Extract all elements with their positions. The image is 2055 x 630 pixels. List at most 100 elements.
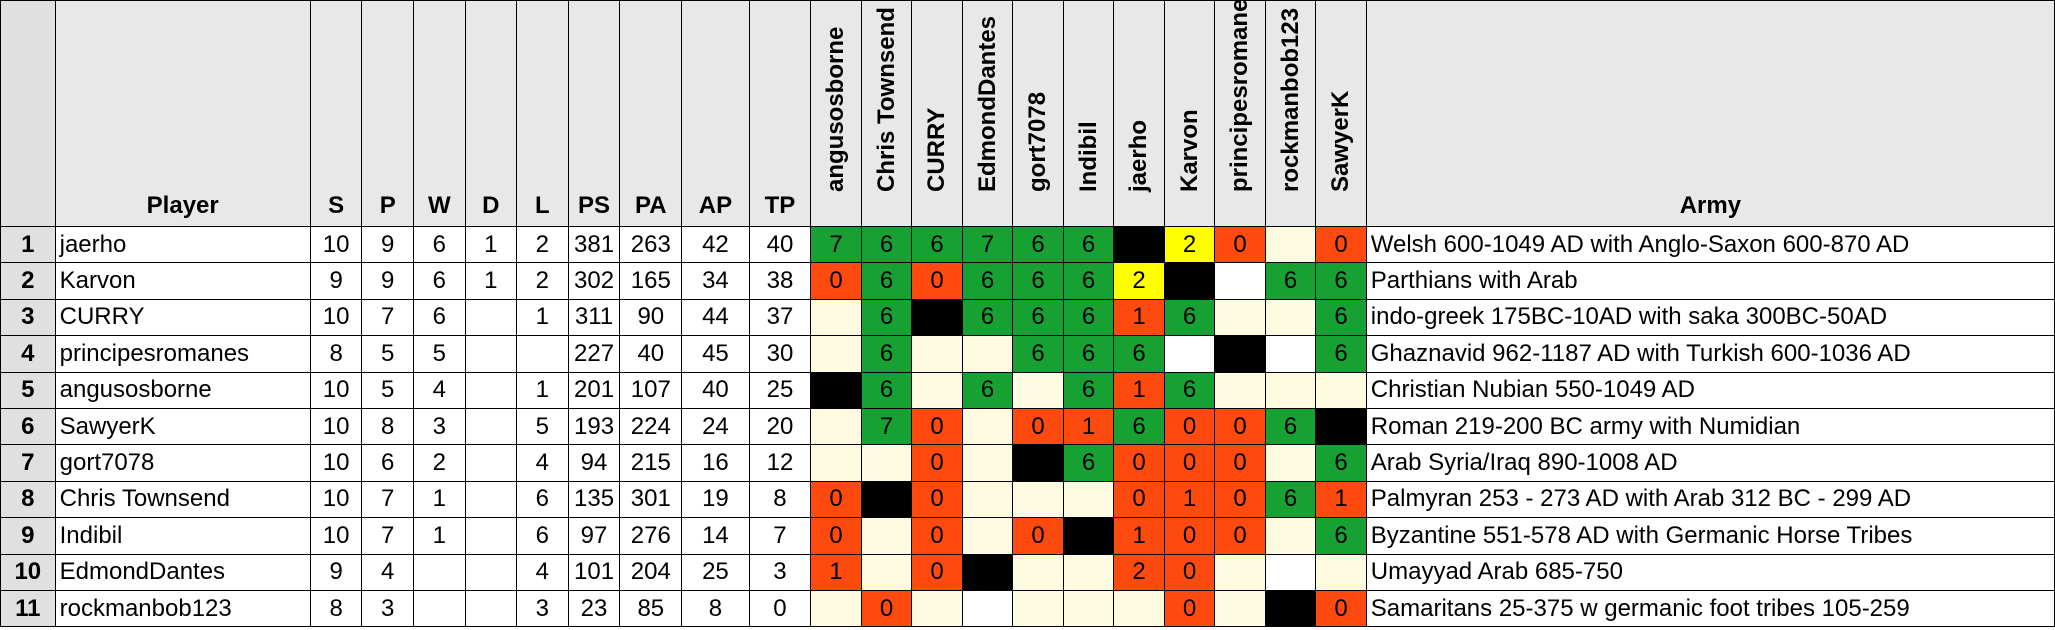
result-cell: 0 <box>810 262 862 300</box>
opponent-header: jaerho <box>1113 0 1165 227</box>
result-cell: 0 <box>1214 444 1266 482</box>
stat-header: PS <box>567 0 621 227</box>
stat-header: S <box>309 0 363 227</box>
stat-cell: 215 <box>619 444 683 482</box>
stat-cell: 10 <box>309 480 363 519</box>
result-cell: 6 <box>1062 444 1115 482</box>
result-cell: 6 <box>1163 298 1216 337</box>
result-cell <box>1214 335 1266 373</box>
army-header: Army <box>1365 0 2055 227</box>
army-cell: Parthians with Arab <box>1365 262 2055 300</box>
result-cell <box>911 371 963 409</box>
player-header: Player <box>54 0 311 227</box>
result-cell <box>1012 589 1064 628</box>
result-cell: 6 <box>1062 298 1115 337</box>
result-cell <box>810 298 862 337</box>
table-row: 5 angusosborne 10 5 4 1 201 107 40 25 6 6 6 1 6 Christi… <box>0 371 2055 409</box>
result-cell: 1 <box>1163 480 1216 519</box>
result-cell <box>1315 553 1367 591</box>
stat-cell: 25 <box>681 553 750 591</box>
table-row: 7 gort7078 10 6 2 4 94 215 16 12 0 6 0 0 0 6 Arab Syria/… <box>0 444 2055 482</box>
player-name: Indibil <box>54 517 311 555</box>
result-cell: 1 <box>1113 371 1165 409</box>
result-cell <box>1062 589 1115 628</box>
stat-cell: 6 <box>516 480 569 519</box>
table-row: 2 Karvon 9 9 6 1 2 302 165 34 38 0 6 0 6 6 6 2 6 6 Parthians… <box>0 262 2055 300</box>
army-cell: Palmyran 253 - 273 AD with Arab 312 BC -… <box>1365 480 2055 519</box>
result-cell: 0 <box>810 517 862 555</box>
result-cell: 0 <box>1214 517 1266 555</box>
result-cell: 6 <box>1315 335 1367 373</box>
result-cell: 6 <box>860 335 913 373</box>
result-cell <box>911 589 963 628</box>
opponent-name: jaerho <box>1125 119 1153 192</box>
result-cell: 0 <box>1315 589 1367 628</box>
stat-cell: 9 <box>309 262 363 300</box>
army-cell: Samaritans 25-375 w germanic foot tribes… <box>1365 589 2055 628</box>
stat-cell: 6 <box>412 225 466 264</box>
result-cell: 6 <box>1264 407 1317 446</box>
stat-cell: 1 <box>412 517 466 555</box>
result-cell: 6 <box>911 225 963 264</box>
opponent-name: angusosborne <box>822 26 850 192</box>
result-cell: 0 <box>1012 407 1064 446</box>
result-cell <box>911 335 963 373</box>
result-cell: 6 <box>860 262 913 300</box>
result-cell <box>1264 553 1317 591</box>
opponent-header: CURRY <box>911 0 963 227</box>
result-cell <box>1163 262 1216 300</box>
result-cell: 7 <box>860 407 913 446</box>
stat-cell <box>464 589 518 628</box>
stat-cell: 4 <box>516 444 569 482</box>
player-name: jaerho <box>54 225 311 264</box>
stat-cell <box>464 517 518 555</box>
stat-cell: 193 <box>567 407 621 446</box>
result-cell <box>961 589 1014 628</box>
stat-cell: 5 <box>516 407 569 446</box>
result-cell: 6 <box>860 225 913 264</box>
result-cell: 0 <box>911 444 963 482</box>
row-number: 9 <box>0 517 56 555</box>
row-number: 5 <box>0 371 56 409</box>
result-cell <box>1264 335 1317 373</box>
stat-cell: 8 <box>361 407 414 446</box>
player-name: principesromanes <box>54 335 311 373</box>
result-cell <box>911 298 963 337</box>
stat-cell: 8 <box>309 335 363 373</box>
result-cell <box>810 589 862 628</box>
stat-cell: 1 <box>516 371 569 409</box>
opponent-name: principesromanes <box>1226 0 1254 193</box>
stat-cell: 42 <box>681 225 750 264</box>
stat-cell: 381 <box>567 225 621 264</box>
stat-cell: 302 <box>567 262 621 300</box>
stat-cell: 90 <box>619 298 683 337</box>
stat-cell: 10 <box>309 225 363 264</box>
stat-header: PA <box>619 0 683 227</box>
stat-cell <box>412 589 466 628</box>
result-cell <box>810 407 862 446</box>
result-cell <box>1264 298 1317 337</box>
stat-cell <box>464 371 518 409</box>
stat-cell: 0 <box>748 589 812 628</box>
stat-cell: 30 <box>748 335 812 373</box>
result-cell <box>1264 517 1317 555</box>
corner-cell <box>0 0 56 227</box>
result-cell <box>961 407 1014 446</box>
table-row: 8 Chris Townsend 10 7 1 6 135 301 19 8 0 0 0 1 0 6 1 Palm… <box>0 480 2055 519</box>
result-cell <box>961 517 1014 555</box>
result-cell: 0 <box>1163 407 1216 446</box>
stat-header: D <box>464 0 518 227</box>
stat-cell: 45 <box>681 335 750 373</box>
player-name: Karvon <box>54 262 311 300</box>
stat-cell: 6 <box>412 262 466 300</box>
stat-cell: 5 <box>412 335 466 373</box>
stat-header: W <box>412 0 466 227</box>
stat-cell: 40 <box>748 225 812 264</box>
row-number: 8 <box>0 480 56 519</box>
row-number: 1 <box>0 225 56 264</box>
stat-cell: 12 <box>748 444 812 482</box>
army-cell: Welsh 600-1049 AD with Anglo-Saxon 600-8… <box>1365 225 2055 264</box>
opponent-name: SawyerK <box>1327 90 1355 192</box>
result-cell: 0 <box>860 589 913 628</box>
stat-cell: 10 <box>309 407 363 446</box>
